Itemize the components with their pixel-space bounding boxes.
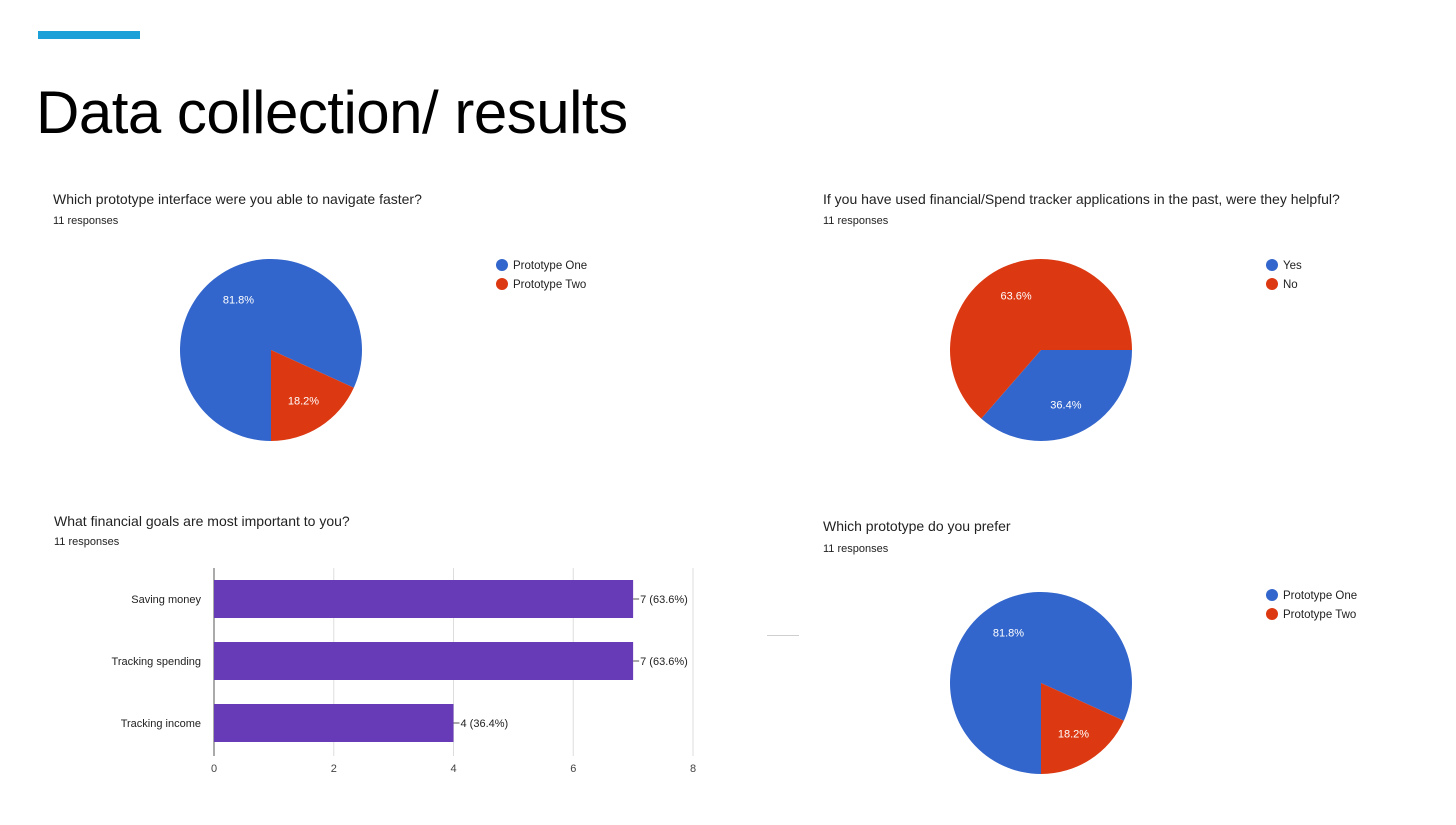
x-tick-label: 8 [690,763,696,775]
value-label-tracking-income: 4 (36.4%) [461,718,509,730]
value-label-saving-money: 7 (63.6%) [640,594,688,606]
pie-slice-no [950,259,1132,419]
legend-marker-prototype-two [1266,608,1278,620]
x-tick-label: 0 [211,763,217,775]
pie-slice-prototype-two [1041,683,1124,774]
bar-tracking-spending [214,642,634,680]
slide-title: Data collection/ results [36,79,628,146]
bar-saving-money [214,580,634,618]
pie-label-prototype-one: 81.8% [993,627,1024,639]
chart-subtitle-tracker-helpful: 11 responses [823,215,889,227]
title-accent-bar [38,31,140,39]
legend-marker-yes [1266,259,1278,271]
legend-label-no: No [1283,279,1298,291]
divider-line [767,635,799,636]
chart-title-navigate-faster: Which prototype interface were you able … [53,191,422,207]
chart-title-tracker-helpful: If you have used financial/Spend tracker… [823,191,1340,207]
legend-label-prototype-two: Prototype Two [1283,609,1356,621]
x-tick-label: 4 [450,763,456,775]
pie-slice-prototype-two [271,350,354,441]
pie-label-prototype-two: 18.2% [288,396,319,408]
legend-label-yes: Yes [1283,260,1302,272]
chart-title-prefer-prototype: Which prototype do you prefer [823,518,1011,534]
legend-marker-prototype-one [1266,589,1278,601]
chart-subtitle-financial-goals: 11 responses [54,536,120,548]
pie-label-no: 63.6% [1001,290,1032,302]
chart-title-financial-goals: What financial goals are most important … [54,513,350,529]
pie-label-yes: 36.4% [1050,400,1081,412]
x-tick-label: 2 [331,763,337,775]
legend-label-prototype-one: Prototype One [513,260,587,272]
pie-slice-prototype-one [950,592,1133,774]
chart-subtitle-prefer-prototype: 11 responses [823,543,889,555]
category-label-tracking-income: Tracking income [121,718,201,730]
pie-slice-yes [981,350,1132,442]
pie-label-prototype-two: 18.2% [1058,729,1089,741]
chart-subtitle-navigate-faster: 11 responses [53,215,119,227]
bar-tracking-income [214,704,454,742]
value-label-tracking-spending: 7 (63.6%) [640,656,688,668]
legend-label-prototype-two: Prototype Two [513,279,586,291]
pie-label-prototype-one: 81.8% [223,294,254,306]
legend-marker-no [1266,278,1278,290]
category-label-tracking-spending: Tracking spending [112,656,201,668]
legend-marker-prototype-two [496,278,508,290]
x-tick-label: 6 [570,763,576,775]
legend-marker-prototype-one [496,259,508,271]
legend-label-prototype-one: Prototype One [1283,590,1357,602]
category-label-saving-money: Saving money [131,594,201,606]
